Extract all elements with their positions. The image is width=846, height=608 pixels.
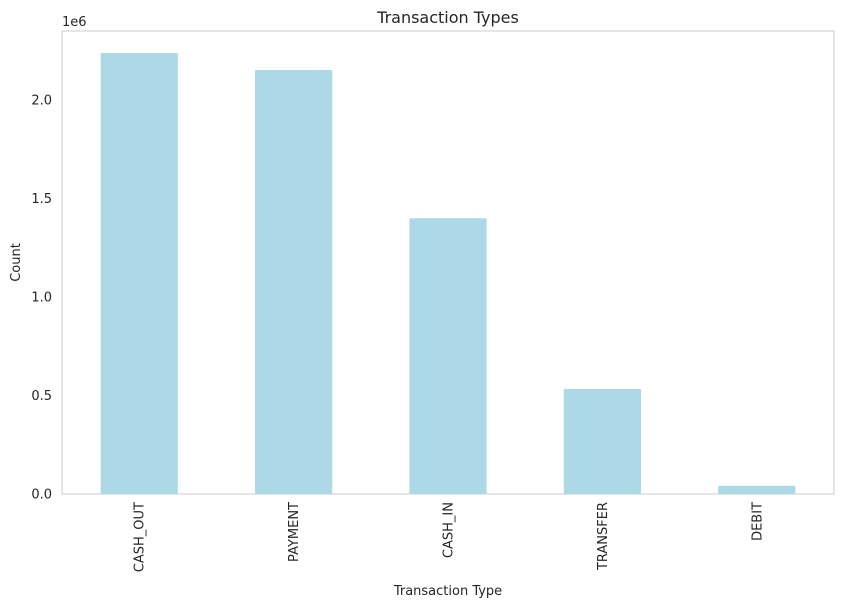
y-tick-label: 0.0: [31, 488, 52, 503]
chart-title: Transaction Types: [376, 8, 519, 27]
y-axis-label: Count: [9, 243, 24, 282]
x-tick-label: TRANSFER: [596, 502, 611, 571]
bar-debit: [718, 485, 796, 494]
x-tick-label: PAYMENT: [287, 502, 302, 562]
y-axis-ticks: 0.0 0.5 1.0 1.5 2.0: [31, 93, 52, 502]
x-tick-label: CASH_IN: [442, 502, 457, 558]
bars-group: [100, 53, 796, 495]
y-tick-label: 2.0: [31, 93, 52, 108]
y-tick-label: 1.0: [31, 290, 52, 305]
bar-payment: [255, 69, 333, 494]
x-axis-ticks: CASH_OUT PAYMENT CASH_IN TRANSFER DEBIT: [133, 502, 766, 572]
bar-cash-in: [409, 218, 487, 494]
y-tick-label: 0.5: [31, 389, 52, 404]
x-axis-label: Transaction Type: [393, 584, 502, 599]
x-tick-label: CASH_OUT: [133, 502, 148, 572]
y-offset-label: 1e6: [62, 15, 87, 30]
x-tick-label: DEBIT: [750, 502, 765, 541]
y-tick-label: 1.5: [31, 192, 52, 207]
bar-transfer: [563, 388, 641, 494]
bar-cash-out: [100, 53, 178, 495]
